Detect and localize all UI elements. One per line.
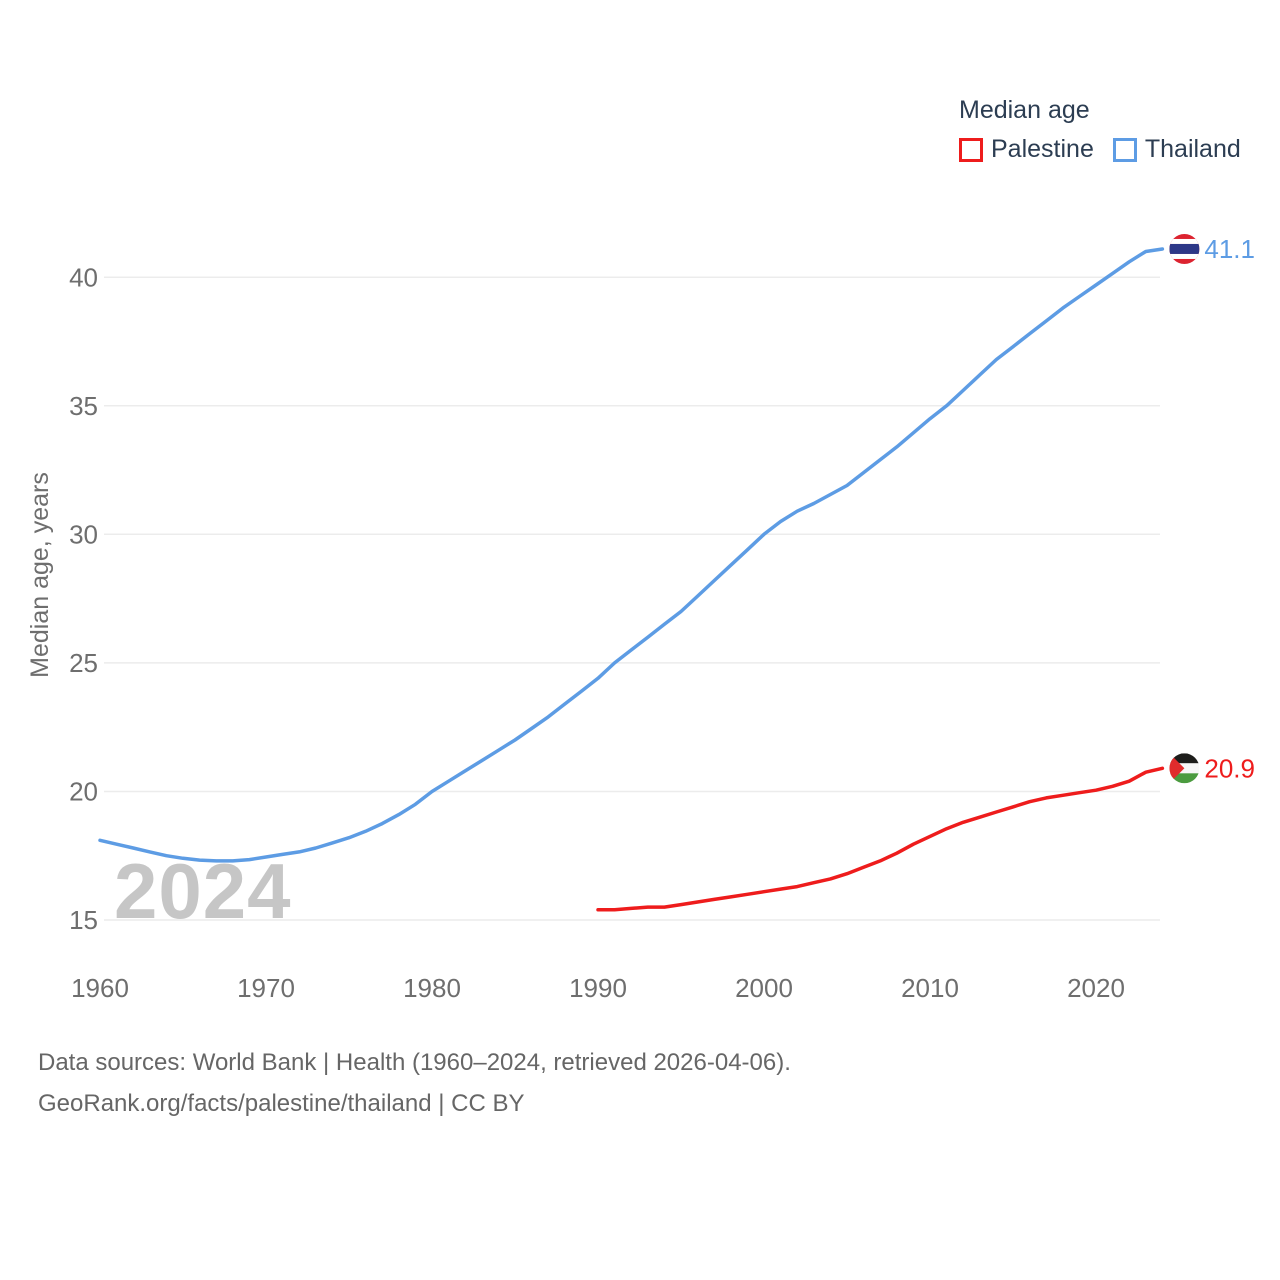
palestine-swatch-icon (959, 137, 983, 162)
legend-title: Median age (959, 96, 1090, 124)
y-tick-label: 35 (69, 391, 98, 421)
footer-attribution: GeoRank.org/facts/palestine/thailand | C… (38, 1090, 525, 1117)
x-tick-label: 1980 (403, 973, 461, 1003)
palestine-end-value: 20.9 (1204, 753, 1255, 783)
y-tick-label: 20 (69, 777, 98, 807)
legend-item-thailand[interactable]: Thailand (1112, 135, 1241, 164)
footer: Data sources: World Bank | Health (1960–… (38, 1042, 791, 1124)
legend-items-row: Palestine Thailand (959, 135, 1241, 164)
thailand-end-value: 41.1 (1204, 234, 1255, 264)
x-tick-label: 1970 (237, 973, 295, 1003)
footer-sources: Data sources: World Bank | Health (1960–… (38, 1049, 791, 1076)
thailand-line[interactable] (98, 247, 1165, 863)
y-tick-label: 30 (69, 519, 98, 549)
palestine-flag-icon (1169, 753, 1200, 784)
y-tick-label: 15 (69, 905, 98, 935)
x-tick-label: 1990 (569, 973, 627, 1003)
legend-label-thailand: Thailand (1144, 135, 1241, 163)
y-tick-label: 40 (69, 262, 98, 292)
y-tick-label: 25 (69, 648, 98, 678)
y-axis-title: Median age, years (26, 472, 54, 678)
thailand-flag-icon (1169, 233, 1200, 264)
x-tick-label: 2020 (1067, 973, 1125, 1003)
x-tick-label: 1960 (71, 973, 129, 1003)
legend: Median age Palestine Thailand (959, 96, 1241, 164)
legend-item-palestine[interactable]: Palestine (959, 135, 1094, 164)
legend-label-palestine: Palestine (991, 135, 1094, 163)
x-tick-label: 2010 (901, 973, 959, 1003)
palestine-line[interactable] (596, 766, 1165, 912)
thailand-swatch-icon (1112, 137, 1137, 162)
x-tick-label: 2000 (735, 973, 793, 1003)
